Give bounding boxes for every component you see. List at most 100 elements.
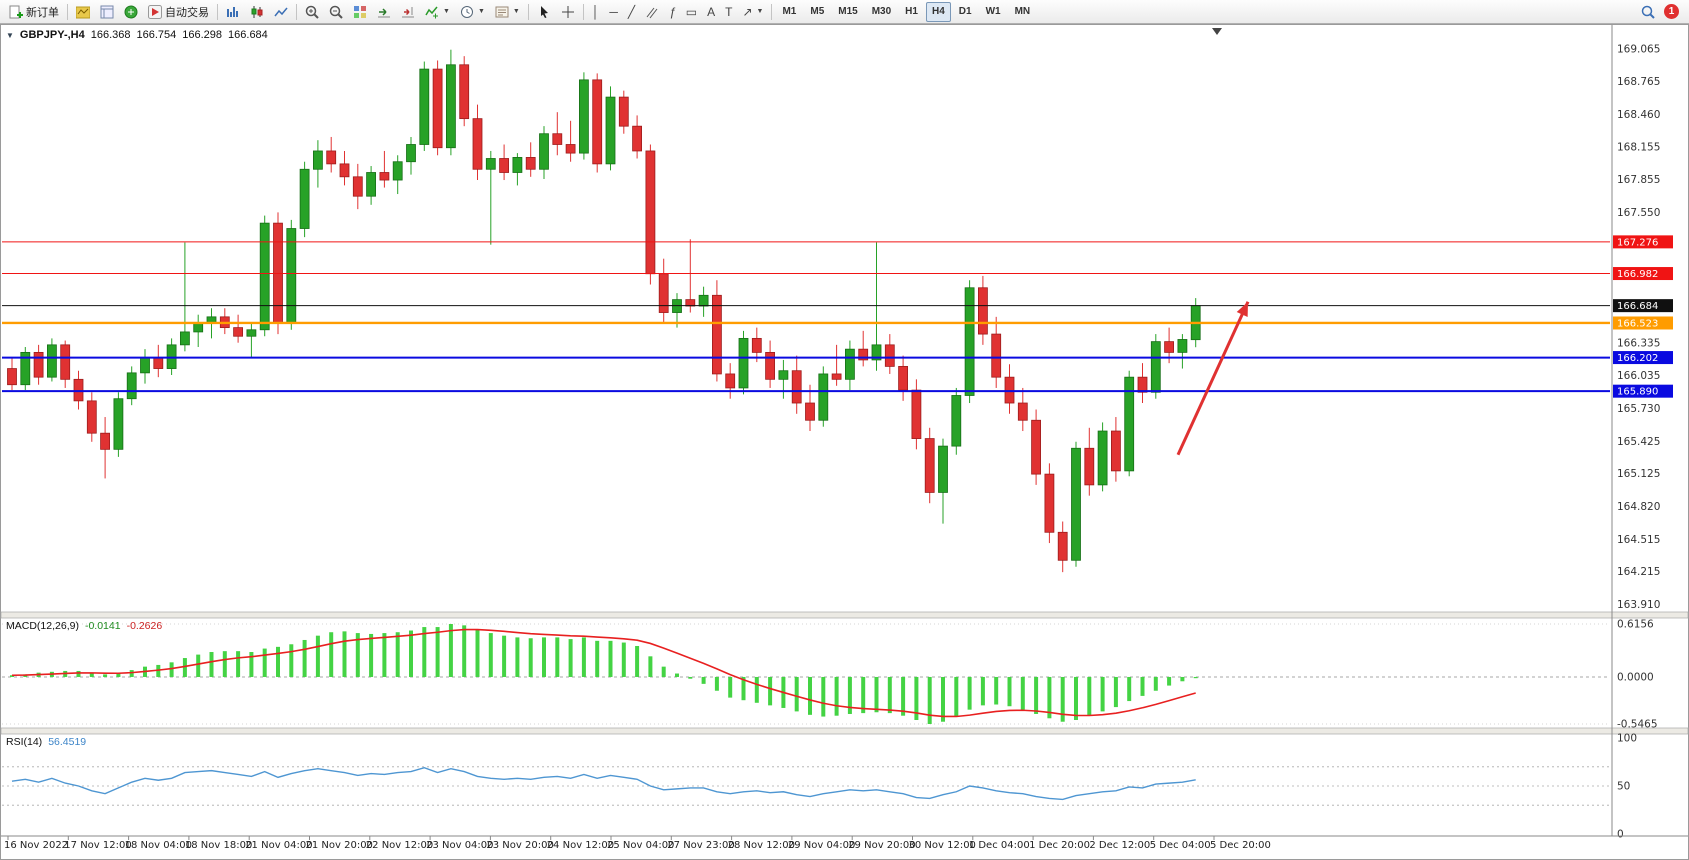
auto-scroll-icon: [377, 5, 391, 19]
chart-shift-button[interactable]: [397, 2, 419, 22]
tile-windows-button[interactable]: [349, 2, 371, 22]
shapes-icon: ▭: [685, 4, 698, 19]
svg-text:168.460: 168.460: [1617, 109, 1660, 121]
svg-text:169.065: 169.065: [1617, 44, 1660, 56]
svg-text:166.035: 166.035: [1617, 370, 1660, 382]
channel-button[interactable]: [641, 2, 663, 22]
timeframe-d1-button[interactable]: D1: [958, 6, 972, 17]
chart-window: 169.065 168.765 168.460 168.155 167.855 167.5…: [0, 24, 1689, 860]
macd-label: MACD(12,26,9) -0.0141 -0.2626: [6, 620, 162, 632]
svg-text:100: 100: [1617, 733, 1637, 745]
candlestick-chart-button[interactable]: [246, 2, 268, 22]
data-window-button[interactable]: [96, 2, 118, 22]
zoom-in-button[interactable]: [301, 2, 323, 22]
rsi-name: RSI(14): [6, 736, 43, 748]
toolbar-separator: [296, 3, 297, 20]
cursor-icon: [537, 5, 551, 19]
horizontal-line-button[interactable]: ─: [605, 2, 622, 22]
auto-scroll-button[interactable]: [373, 2, 395, 22]
periods-dropdown-button[interactable]: ▼: [456, 2, 489, 22]
svg-text:23 Nov 04:00: 23 Nov 04:00: [426, 840, 493, 851]
svg-text:166.202: 166.202: [1617, 353, 1658, 364]
timeframe-m5-button[interactable]: M5: [810, 6, 825, 17]
arrows-dropdown-button[interactable]: ↗ ▼: [738, 2, 767, 22]
svg-text:0.0000: 0.0000: [1617, 671, 1654, 683]
svg-text:0.6156: 0.6156: [1617, 619, 1654, 631]
fibonacci-button[interactable]: ƒ: [665, 2, 680, 22]
svg-text:27 Nov 23:00: 27 Nov 23:00: [667, 840, 734, 851]
timeframe-m15-button[interactable]: M15: [838, 6, 858, 17]
indicators-icon: [425, 5, 439, 19]
line-chart-button[interactable]: [270, 2, 292, 22]
svg-text:21 Nov 04:00: 21 Nov 04:00: [245, 840, 312, 851]
svg-text:165.730: 165.730: [1617, 403, 1660, 415]
svg-text:167.276: 167.276: [1617, 237, 1658, 248]
crosshair-button[interactable]: [557, 2, 579, 22]
svg-text:29 Nov 04:00: 29 Nov 04:00: [788, 840, 855, 851]
toolbar: 新订单 自动交易: [0, 0, 1689, 24]
macd-signal-value: -0.2626: [126, 620, 163, 632]
svg-text:1 Dec 20:00: 1 Dec 20:00: [1029, 840, 1090, 851]
rsi-label: RSI(14) 56.4519: [6, 736, 86, 748]
svg-text:164.820: 164.820: [1617, 501, 1660, 513]
expand-icon[interactable]: ▼: [6, 30, 14, 40]
svg-text:167.550: 167.550: [1617, 207, 1660, 219]
svg-text:165.425: 165.425: [1617, 436, 1660, 448]
low-price: 166.298: [182, 29, 223, 41]
new-order-button[interactable]: 新订单: [5, 2, 63, 22]
zoom-out-icon: [329, 5, 343, 19]
toolbar-separator: [771, 3, 773, 20]
fibonacci-icon: ƒ: [669, 4, 676, 19]
text-button[interactable]: A: [703, 2, 719, 22]
svg-text:165.125: 165.125: [1617, 468, 1660, 480]
chevron-down-icon: ▼: [443, 8, 450, 15]
navigator-button[interactable]: [120, 2, 142, 22]
svg-text:17 Nov 12:00: 17 Nov 12:00: [64, 840, 131, 851]
svg-text:168.155: 168.155: [1617, 142, 1660, 154]
svg-text:164.215: 164.215: [1617, 566, 1660, 578]
timeframe-h4-button[interactable]: H4: [925, 1, 951, 22]
candlestick-chart-icon: [250, 5, 264, 19]
bar-chart-icon: [226, 5, 240, 19]
timeframe-w1-button[interactable]: W1: [985, 6, 1001, 17]
templates-dropdown-button[interactable]: ▼: [491, 2, 524, 22]
timeframe-m30-button[interactable]: M30: [871, 6, 892, 17]
trendline-button[interactable]: ╱: [624, 2, 639, 22]
templates-icon: [495, 5, 509, 19]
zoom-out-button[interactable]: [325, 2, 347, 22]
high-price: 166.754: [136, 29, 177, 41]
notification-badge[interactable]: 1: [1664, 4, 1679, 19]
svg-text:18 Nov 18:00: 18 Nov 18:00: [185, 840, 252, 851]
svg-text:166.523: 166.523: [1617, 318, 1658, 329]
cursor-button[interactable]: [533, 2, 555, 22]
vertical-line-icon: │: [591, 4, 600, 19]
toolbar-separator: [67, 3, 68, 20]
svg-text:28 Nov 12:00: 28 Nov 12:00: [728, 840, 795, 851]
svg-text:21 Nov 20:00: 21 Nov 20:00: [306, 840, 373, 851]
indicators-dropdown-button[interactable]: ▼: [421, 2, 454, 22]
svg-text:165.890: 165.890: [1617, 387, 1658, 398]
svg-text:163.910: 163.910: [1617, 599, 1660, 611]
vertical-line-button[interactable]: │: [588, 2, 604, 22]
charts-button[interactable]: [72, 2, 94, 22]
timeframe-mn-button[interactable]: MN: [1014, 6, 1031, 17]
search-icon: [1641, 5, 1655, 19]
toolbar-right-group: 1: [1636, 2, 1685, 22]
shapes-button[interactable]: ▭: [682, 2, 701, 22]
charts-icon: [76, 5, 90, 19]
svg-text:167.855: 167.855: [1617, 174, 1660, 186]
svg-text:5 Dec 20:00: 5 Dec 20:00: [1210, 840, 1271, 851]
timeframe-m1-button[interactable]: M1: [782, 6, 797, 17]
trendline-icon: ╱: [627, 4, 636, 19]
autotrading-button[interactable]: 自动交易: [144, 2, 213, 22]
arrow-symbol-icon: ↗: [742, 4, 753, 19]
timeframe-h1-button[interactable]: H1: [905, 6, 918, 17]
price-chart[interactable]: 169.065 168.765 168.460 168.155 167.855 167.5…: [0, 24, 1689, 860]
text-icon: A: [707, 4, 716, 19]
bar-chart-button[interactable]: [222, 2, 244, 22]
svg-text:2 Dec 12:00: 2 Dec 12:00: [1089, 840, 1150, 851]
autotrading-label: 自动交易: [165, 6, 209, 19]
text-label-button[interactable]: T: [721, 2, 736, 22]
search-button[interactable]: [1637, 2, 1659, 22]
line-chart-icon: [274, 5, 288, 19]
